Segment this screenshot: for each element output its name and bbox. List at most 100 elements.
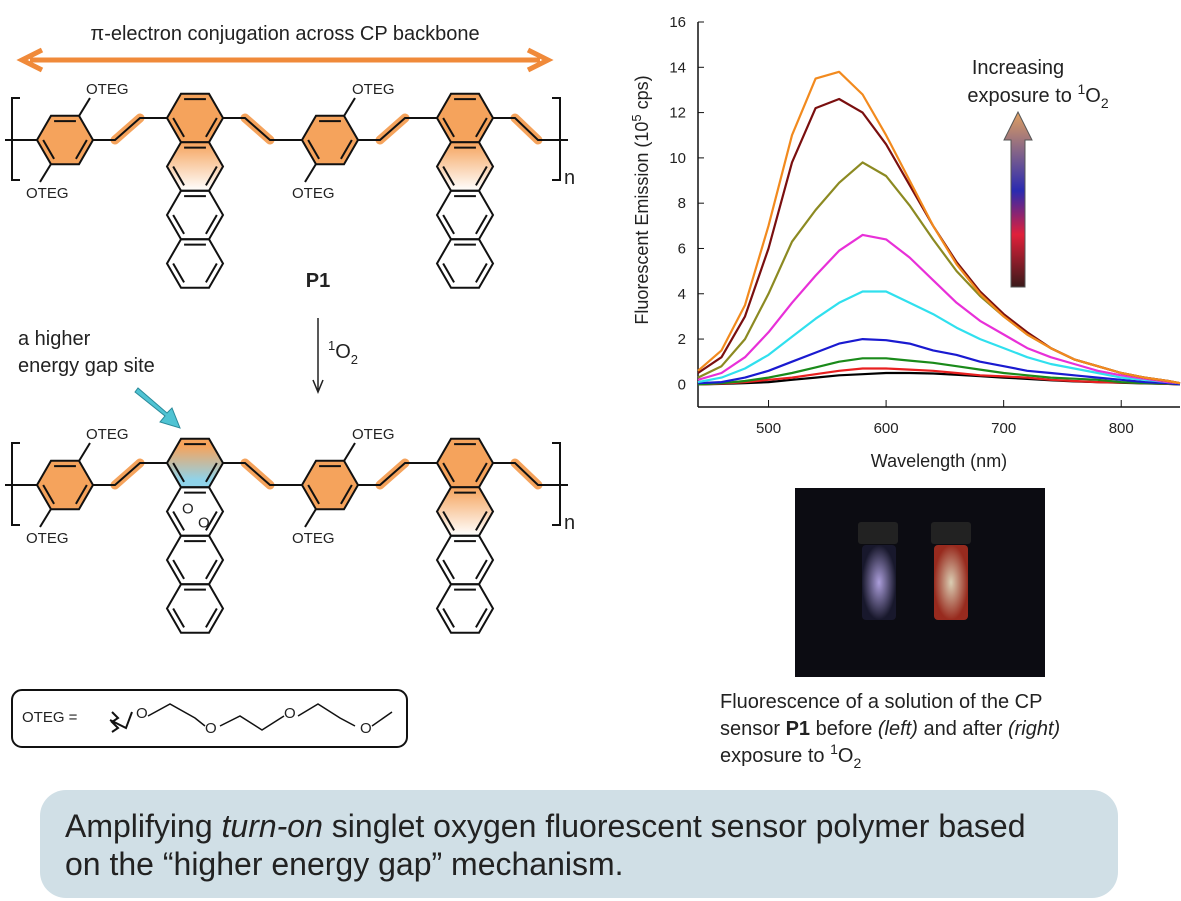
summary-part: turn-on xyxy=(222,808,323,844)
ylabel-part: Fluorescent Emission (10 xyxy=(632,122,652,325)
ring-bond xyxy=(205,214,218,235)
ring-bond xyxy=(442,262,455,283)
reagent-sup: 1 xyxy=(328,338,335,353)
ring-bond xyxy=(475,607,488,628)
y-tick-label: 0 xyxy=(678,376,686,393)
ring-bond xyxy=(307,139,320,160)
ring-bond xyxy=(172,165,185,186)
vinyl xyxy=(93,462,167,486)
ring-bond xyxy=(475,165,488,186)
ring xyxy=(435,534,495,586)
summary: Amplifying turn-on singlet oxygen fluore… xyxy=(65,808,1026,844)
ring-bond xyxy=(205,510,218,531)
vinyl xyxy=(223,117,302,141)
substituent-label: OTEG xyxy=(26,530,69,547)
repeat-label: n xyxy=(564,512,575,534)
ring-bond xyxy=(172,262,185,283)
ring xyxy=(435,189,495,241)
ring xyxy=(165,437,225,489)
ring xyxy=(435,238,495,289)
ring-bond xyxy=(442,510,455,531)
spectrum-line xyxy=(697,290,1181,385)
substituent-label: OTEG xyxy=(86,426,129,443)
caption-part: exposure to xyxy=(720,745,830,767)
oteg-chain xyxy=(147,703,393,731)
reagent-o: O xyxy=(335,341,351,363)
x-tick-label: 700 xyxy=(991,420,1016,437)
caption-part: before xyxy=(810,718,878,740)
substituent-label: OTEG xyxy=(292,185,335,202)
vinyl xyxy=(493,462,560,486)
ring-bond xyxy=(475,510,488,531)
annotation-part: exposure to xyxy=(967,85,1077,107)
bond xyxy=(304,163,317,183)
summary-part: Amplifying xyxy=(65,808,222,844)
ring-bond xyxy=(205,559,218,580)
substituent-label: OTEG xyxy=(292,530,335,547)
reagent-sub: 2 xyxy=(351,352,358,367)
ring xyxy=(165,486,225,537)
y-tick-label: 12 xyxy=(669,105,686,122)
ring-bond xyxy=(442,214,455,235)
oteg-chain xyxy=(109,711,133,733)
ring-bond xyxy=(42,139,55,160)
ring-bond xyxy=(172,559,185,580)
spectrum-line xyxy=(697,338,1181,386)
y-tick-label: 10 xyxy=(669,150,686,167)
spectrum-line xyxy=(697,70,1181,385)
ring-bond xyxy=(475,559,488,580)
legend-o: O xyxy=(136,705,148,722)
ring-bond xyxy=(475,117,488,138)
ring-bond xyxy=(172,607,185,628)
x-tick-label: 800 xyxy=(1109,420,1134,437)
site-arrow xyxy=(134,387,181,429)
bond xyxy=(343,97,356,117)
annotation-part: 2 xyxy=(1101,95,1109,111)
ring-bond xyxy=(475,214,488,235)
ring xyxy=(300,459,360,511)
peroxide-o: O xyxy=(182,500,194,517)
repeat-label: n xyxy=(564,167,575,189)
site-label: a higher xyxy=(18,328,91,350)
ring xyxy=(300,114,360,166)
ring-bond xyxy=(442,559,455,580)
ring-bond xyxy=(340,484,353,505)
vinyl xyxy=(358,462,437,486)
ring xyxy=(165,534,225,586)
spectrum-line xyxy=(697,97,1181,385)
annotation-part: O xyxy=(1085,85,1101,107)
caption-part: P1 xyxy=(786,718,810,740)
ring xyxy=(435,141,495,192)
ring-bond xyxy=(172,214,185,235)
caption-part: (left) xyxy=(878,718,918,740)
spectrum-line xyxy=(697,357,1181,386)
spectrum-line xyxy=(697,161,1181,385)
x-tick-label: 600 xyxy=(874,420,899,437)
spectrum-line xyxy=(697,233,1181,385)
ring-bond xyxy=(42,484,55,505)
y-tick-label: 6 xyxy=(678,240,686,257)
ring-bond xyxy=(205,262,218,283)
y-tick-label: 16 xyxy=(669,14,686,31)
y-axis-label: Fluorescent Emission (105 cps) xyxy=(629,75,652,324)
ring-bond xyxy=(172,462,185,483)
caption-part: 1 xyxy=(830,741,838,757)
ring-bond xyxy=(205,117,218,138)
vinyl xyxy=(493,117,560,141)
bond xyxy=(343,442,356,462)
ring xyxy=(435,437,495,489)
caption: Fluorescence of a solution of the CP xyxy=(720,691,1042,713)
vinyl xyxy=(223,462,302,486)
ring-bond xyxy=(75,139,88,160)
substituent-label: OTEG xyxy=(352,81,395,98)
legend-o: O xyxy=(205,720,217,737)
bond xyxy=(39,508,52,528)
y-tick-label: 2 xyxy=(678,331,686,348)
ring-bond xyxy=(442,607,455,628)
caption-part: O xyxy=(838,745,854,767)
ring-bond xyxy=(442,462,455,483)
photo xyxy=(795,488,1045,677)
